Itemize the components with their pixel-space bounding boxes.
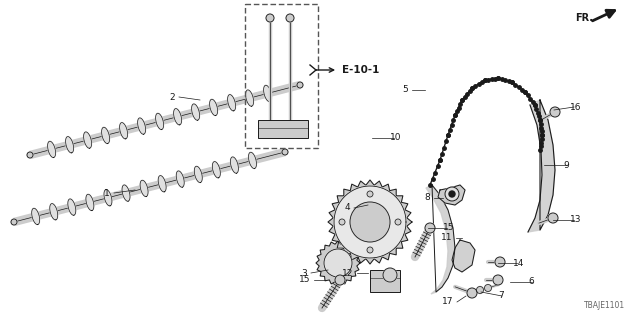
Polygon shape [452, 240, 475, 272]
Polygon shape [248, 152, 257, 169]
Text: 12: 12 [342, 268, 353, 277]
Text: 8: 8 [424, 194, 430, 203]
Circle shape [350, 202, 390, 242]
Polygon shape [438, 185, 465, 205]
Circle shape [11, 219, 17, 225]
Text: 13: 13 [570, 215, 582, 225]
Circle shape [425, 223, 435, 233]
Polygon shape [316, 241, 360, 285]
Text: 14: 14 [513, 259, 524, 268]
Polygon shape [47, 141, 56, 157]
Polygon shape [210, 99, 218, 116]
Polygon shape [86, 194, 94, 211]
Polygon shape [264, 85, 271, 101]
Circle shape [339, 219, 345, 225]
Circle shape [477, 286, 483, 293]
Text: 15: 15 [298, 276, 310, 284]
Circle shape [395, 219, 401, 225]
Circle shape [335, 275, 345, 285]
Text: 9: 9 [563, 161, 569, 170]
Polygon shape [84, 132, 92, 148]
Circle shape [493, 275, 503, 285]
Circle shape [334, 186, 406, 258]
Circle shape [445, 187, 459, 201]
Circle shape [484, 284, 492, 292]
Polygon shape [50, 204, 58, 220]
Polygon shape [156, 113, 164, 130]
Polygon shape [195, 166, 202, 182]
Polygon shape [68, 199, 76, 215]
Text: 15: 15 [443, 223, 454, 233]
Polygon shape [122, 185, 130, 201]
Text: 10: 10 [390, 133, 401, 142]
Text: TBAJE1101: TBAJE1101 [584, 301, 625, 310]
Polygon shape [212, 162, 220, 178]
Circle shape [449, 191, 455, 197]
Polygon shape [104, 189, 112, 206]
Circle shape [286, 14, 294, 22]
Polygon shape [138, 118, 145, 134]
Circle shape [367, 247, 373, 253]
Text: 6: 6 [528, 277, 534, 286]
Text: 16: 16 [570, 102, 582, 111]
Polygon shape [528, 100, 555, 232]
Text: 7: 7 [498, 292, 504, 300]
Polygon shape [228, 94, 236, 111]
Text: 1: 1 [104, 188, 110, 197]
Text: E-10-1: E-10-1 [342, 65, 380, 75]
Text: 11: 11 [440, 234, 452, 243]
Polygon shape [158, 176, 166, 192]
Polygon shape [246, 90, 253, 106]
Circle shape [266, 14, 274, 22]
Polygon shape [102, 127, 109, 144]
Circle shape [550, 107, 560, 117]
Polygon shape [173, 108, 182, 125]
Polygon shape [426, 185, 455, 294]
Circle shape [548, 213, 558, 223]
Bar [370, 270, 400, 292]
Polygon shape [66, 137, 74, 153]
Polygon shape [328, 180, 412, 264]
Text: 17: 17 [442, 298, 453, 307]
Text: FR.: FR. [575, 13, 593, 23]
Text: 4: 4 [344, 204, 350, 212]
Circle shape [297, 82, 303, 88]
Text: 2: 2 [170, 92, 175, 101]
Bar [258, 120, 308, 138]
Circle shape [27, 152, 33, 158]
Polygon shape [176, 171, 184, 187]
Circle shape [282, 149, 288, 155]
Polygon shape [191, 104, 200, 120]
Polygon shape [230, 157, 238, 173]
Polygon shape [32, 208, 40, 225]
Text: 5: 5 [403, 85, 408, 94]
Polygon shape [140, 180, 148, 196]
Bar [245, 4, 318, 148]
Polygon shape [120, 123, 127, 139]
Circle shape [383, 268, 397, 282]
Circle shape [467, 288, 477, 298]
Text: 3: 3 [301, 268, 307, 277]
Circle shape [367, 191, 373, 197]
Circle shape [495, 257, 505, 267]
Circle shape [324, 249, 352, 277]
